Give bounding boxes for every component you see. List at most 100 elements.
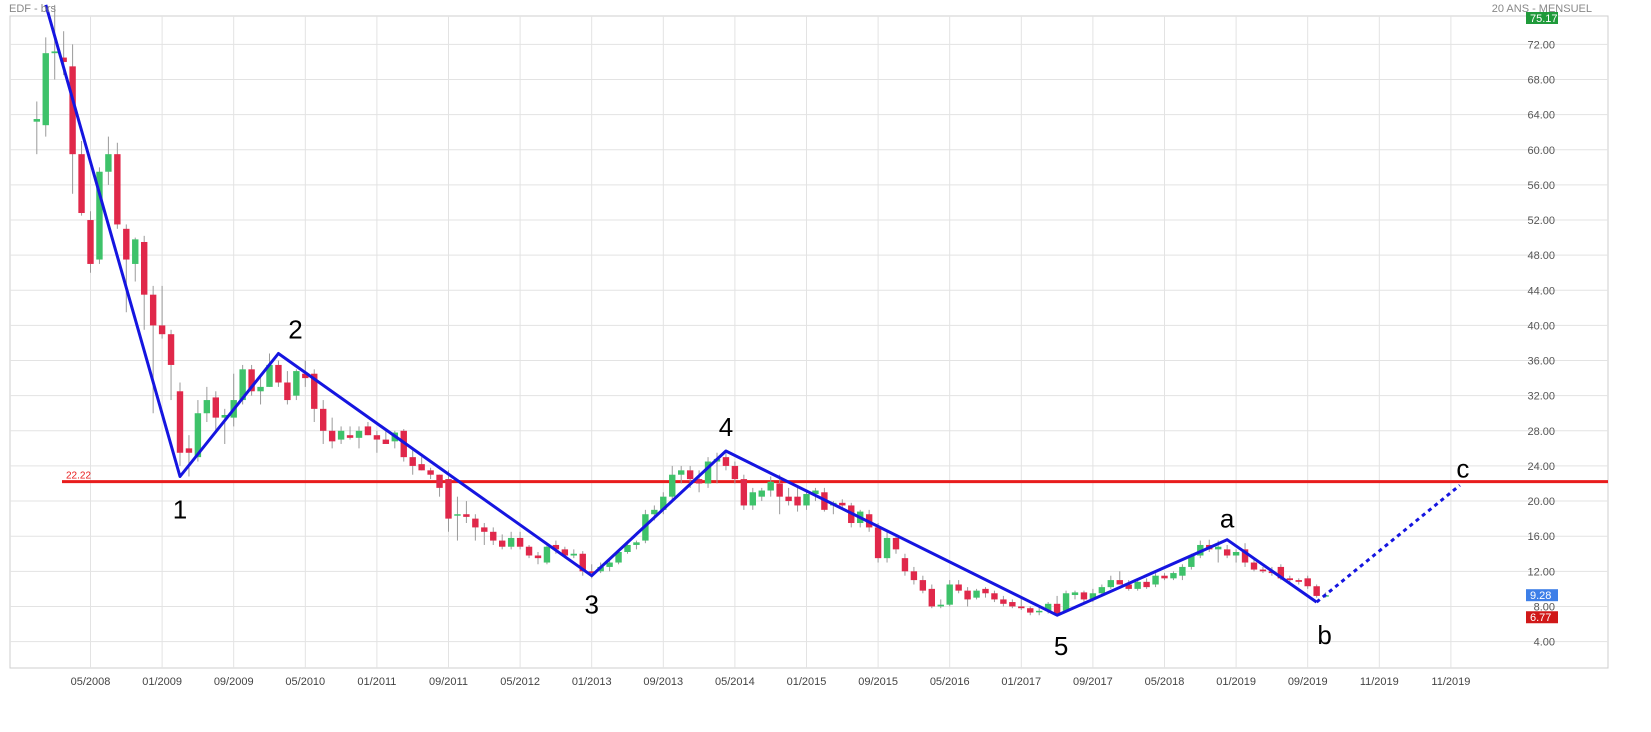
x-tick-label: 09/2015 [858,676,898,688]
candle-body [1241,549,1249,563]
candle-body [114,154,121,225]
x-tick-label: 01/2013 [572,676,612,688]
candle-body [266,364,273,387]
candle-body [409,457,416,466]
candle-body [588,571,595,574]
candle-body [695,479,703,484]
candle-body [534,555,542,559]
candle-body [1170,573,1177,579]
candle-body [624,544,631,552]
x-tick-label: 01/2011 [357,676,396,688]
candle-body [704,461,712,484]
candle-body [615,551,622,563]
candle-body [481,527,488,532]
x-tick-label: 09/2017 [1073,676,1113,688]
candle-body [678,470,685,475]
candle-body [418,464,425,471]
candle-body [141,241,148,295]
y-tick-label: 52.00 [1527,215,1555,227]
x-tick-label: 09/2013 [643,676,683,688]
x-tick-label: 11/2019 [1431,676,1470,688]
candle-body [1277,566,1285,579]
candle-body [1143,581,1150,588]
price-badge-label: 9.28 [1530,590,1551,602]
candle-body [284,382,291,401]
gridlines [9,15,1609,669]
x-tick-label: 05/2010 [285,676,325,688]
candle-body [257,386,264,392]
candle-body [1036,610,1043,613]
candle-body [1062,593,1070,611]
y-tick-label: 20.00 [1527,496,1555,508]
candle-body [69,66,76,155]
wave-label-b: b [1317,620,1331,650]
candle-body [1250,562,1258,570]
candle-body [203,400,211,414]
candle-body [436,474,443,488]
candle-body [1304,578,1311,587]
candle-body [928,588,935,607]
candle-body [185,448,193,453]
candle-body [919,580,927,591]
x-tick-label: 01/2009 [142,676,182,688]
candle-body [212,397,219,418]
y-tick-label: 4.00 [1534,637,1555,649]
y-tick-label: 68.00 [1527,75,1555,87]
candle-body [1215,546,1222,550]
x-tick-label: 09/2019 [1288,676,1328,688]
x-tick-label: 05/2012 [500,676,540,688]
candle-body [445,479,452,519]
wave-label-c: c [1456,453,1469,483]
candle-body [561,549,569,556]
candle-body [1027,608,1034,613]
candle-body [123,228,130,260]
y-tick-label: 64.00 [1527,110,1555,122]
candle-body [302,373,309,379]
candle-body [1232,551,1240,556]
candle-body [149,294,157,326]
candle-body [33,119,40,122]
y-tick-label: 72.00 [1527,39,1555,51]
y-tick-label: 56.00 [1527,180,1555,192]
price-badge-label: 6.77 [1530,612,1551,624]
candle-body [60,57,67,62]
candle-body [87,220,94,264]
x-tick-label: 05/2018 [1145,676,1185,688]
x-tick-label: 01/2019 [1216,676,1256,688]
candle-body [382,439,390,444]
candle-body [669,474,676,497]
candle-body [651,509,658,515]
candle-body [158,325,166,335]
y-tick-label: 8.00 [1534,601,1555,613]
candle-body [901,558,909,572]
candle-body [1098,587,1106,594]
candle-body [803,494,810,506]
wave-label-3: 3 [584,590,598,620]
candle-body [275,364,282,383]
wave-lines [44,4,1461,617]
candle-body [364,426,372,436]
candle-body [1018,606,1025,609]
x-tick-label: 01/2015 [787,676,827,688]
candle-body [472,518,479,528]
candle-body [1089,593,1097,600]
candle-body [105,154,112,172]
candle-body [1259,569,1267,572]
candle-body [499,540,506,547]
candle-body [337,430,345,440]
y-tick-label: 32.00 [1527,391,1555,403]
y-tick-label: 12.00 [1527,566,1555,578]
candle-body [1223,549,1231,556]
candle-body [346,435,354,438]
chart-title: EDF - brs [9,3,57,15]
price-badge-label: 75.17 [1530,13,1558,25]
candle-body [812,490,819,495]
candle-body [1188,555,1195,567]
candle-body [221,414,228,418]
candle-body [955,584,962,591]
candle-body [1044,603,1052,611]
x-tick-label: 11/2019 [1360,676,1399,688]
candle-body [248,369,255,392]
x-tick-label: 01/2017 [1001,676,1041,688]
